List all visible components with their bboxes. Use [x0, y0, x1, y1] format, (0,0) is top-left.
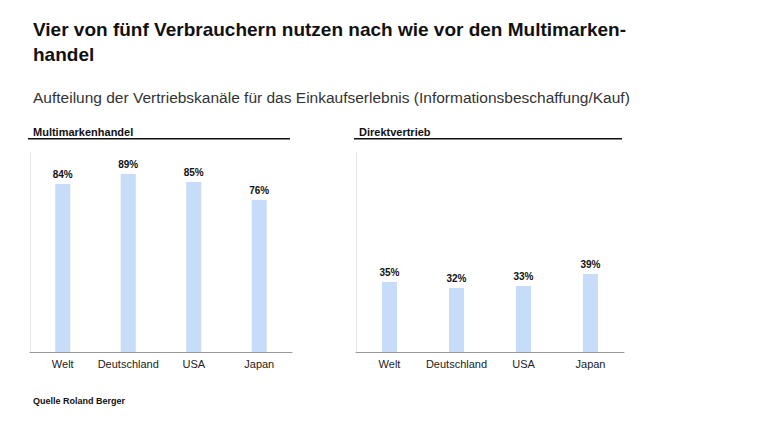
- svg-text:39%: 39%: [580, 259, 600, 270]
- svg-text:Welt: Welt: [52, 358, 74, 370]
- svg-text:USA: USA: [182, 358, 205, 370]
- svg-text:76%: 76%: [249, 185, 269, 196]
- svg-text:Multimarkenhandel: Multimarkenhandel: [33, 126, 133, 138]
- svg-text:Direktvertrieb: Direktvertrieb: [359, 126, 431, 138]
- svg-text:Japan: Japan: [244, 358, 274, 370]
- svg-text:Vier von fünf Verbrauchern nut: Vier von fünf Verbrauchern nutzen nach w…: [33, 19, 626, 40]
- svg-text:USA: USA: [512, 358, 535, 370]
- svg-text:85%: 85%: [184, 167, 204, 178]
- svg-text:Quelle: Quelle: [33, 396, 61, 406]
- svg-text:84%: 84%: [53, 169, 73, 180]
- svg-text:35%: 35%: [379, 267, 399, 278]
- svg-text:Japan: Japan: [576, 358, 606, 370]
- svg-text:89%: 89%: [118, 159, 138, 170]
- svg-text:Welt: Welt: [379, 358, 401, 370]
- svg-text:Deutschland: Deutschland: [426, 358, 487, 370]
- svg-text:Deutschland: Deutschland: [98, 358, 159, 370]
- svg-text:33%: 33%: [513, 271, 533, 282]
- svg-text:handel: handel: [33, 44, 94, 65]
- svg-text:Aufteilung der Vertriebskanäle: Aufteilung der Vertriebskanäle für das E…: [33, 89, 630, 106]
- svg-text:Roland Berger: Roland Berger: [63, 396, 126, 406]
- svg-text:32%: 32%: [446, 273, 466, 284]
